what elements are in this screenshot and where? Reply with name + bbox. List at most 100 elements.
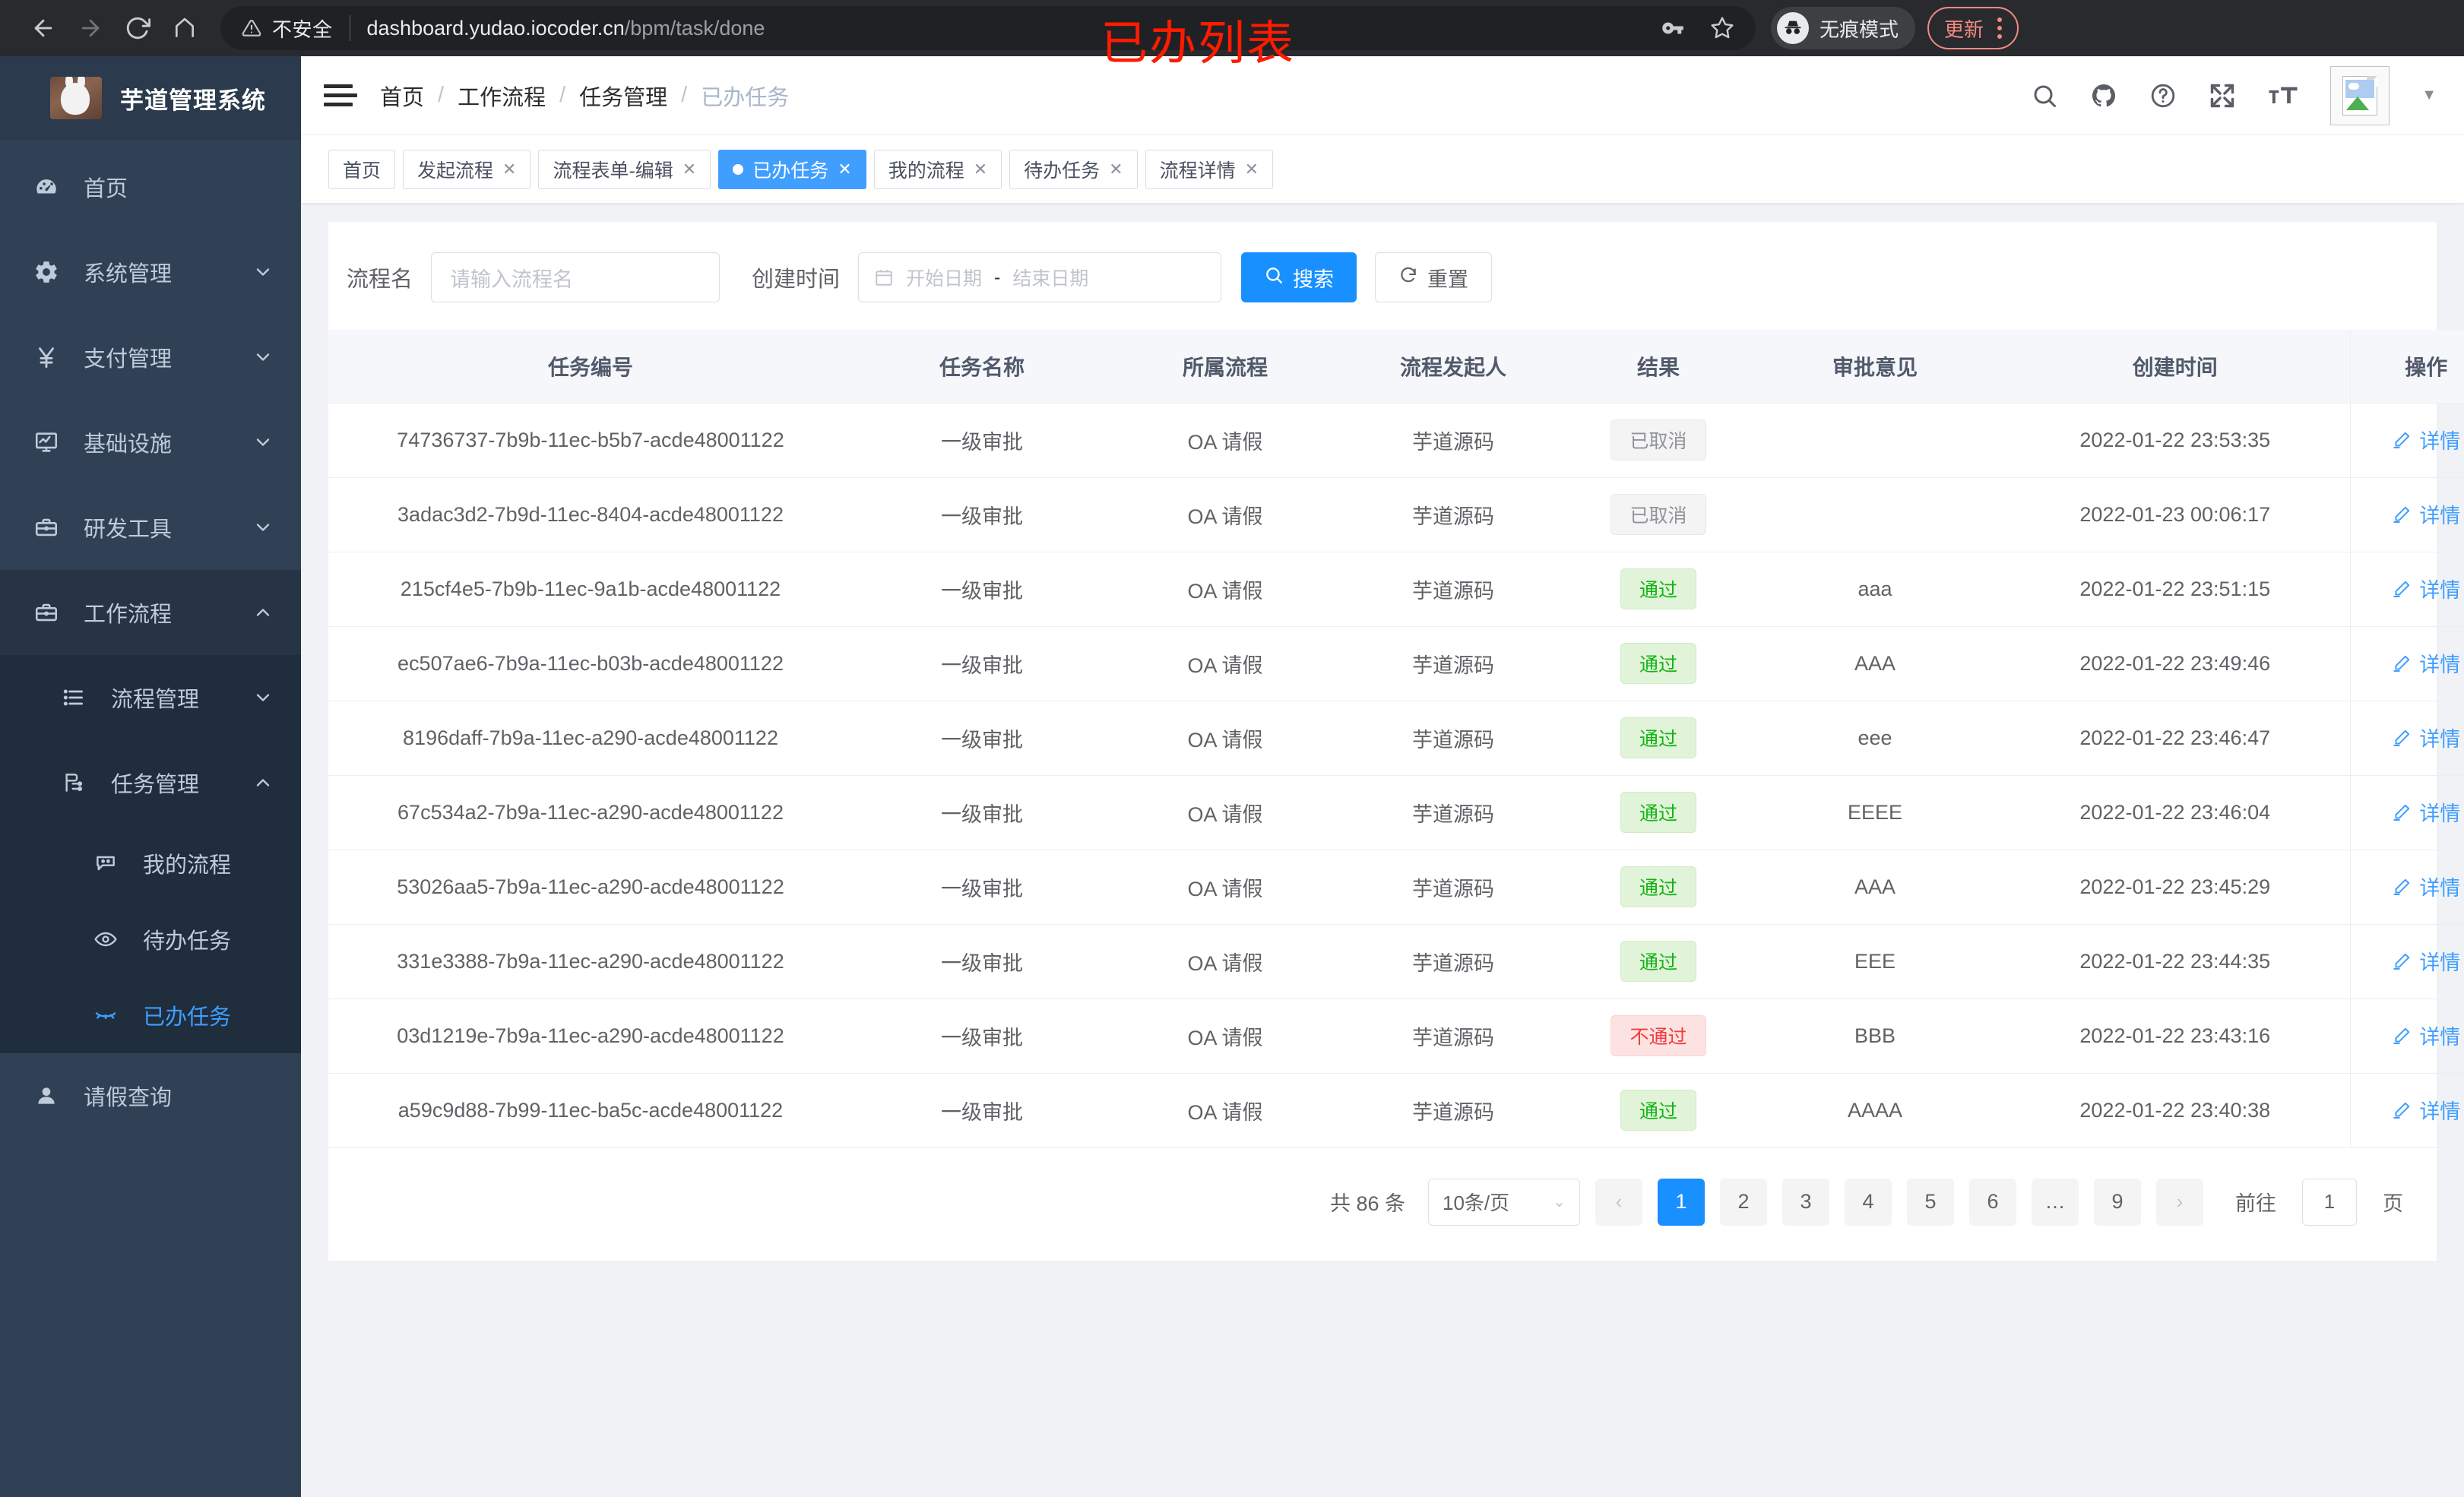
page-ellipsis[interactable]: …: [2032, 1178, 2079, 1226]
breadcrumb-item-workflow[interactable]: 工作流程: [458, 85, 546, 110]
breadcrumb-item-home[interactable]: 首页: [380, 85, 425, 110]
status-badge: 通过: [1620, 866, 1696, 907]
sidebar-item-system[interactable]: 系统管理: [0, 229, 301, 315]
dashboard-icon: [30, 174, 62, 200]
edit-icon: [2392, 579, 2412, 599]
search-icon[interactable]: [2031, 82, 2058, 109]
breadcrumb-separator: /: [559, 83, 566, 107]
eye-closed-icon: [90, 1003, 122, 1027]
prev-page-button[interactable]: ‹: [1595, 1178, 1642, 1226]
cell-create-time: 2022-01-22 23:46:04: [2000, 775, 2350, 850]
brand-header[interactable]: 芋道管理系统: [0, 56, 301, 140]
omnibox[interactable]: 不安全 dashboard.yudao.iocoder.cn/bpm/task/…: [220, 6, 1756, 50]
help-icon[interactable]: [2149, 82, 2177, 109]
home-button[interactable]: [161, 5, 208, 52]
github-icon[interactable]: [2090, 82, 2117, 109]
close-icon[interactable]: ✕: [1244, 159, 1259, 179]
chevron-down-icon: [252, 432, 274, 453]
page-button-1[interactable]: 1: [1658, 1178, 1705, 1226]
detail-link[interactable]: 详情: [2392, 946, 2460, 976]
detail-link[interactable]: 详情: [2392, 574, 2460, 603]
page-button-3[interactable]: 3: [1782, 1178, 1829, 1226]
back-button[interactable]: [20, 5, 67, 52]
tab-process-detail[interactable]: 流程详情 ✕: [1145, 149, 1274, 189]
incognito-indicator[interactable]: 无痕模式: [1771, 7, 1916, 49]
sidebar-item-workflow[interactable]: 工作流程: [0, 570, 301, 655]
sidebar-item-infrastructure[interactable]: 基础设施: [0, 400, 301, 485]
process-name-input[interactable]: 请输入流程名: [431, 252, 721, 302]
sidebar-submenu-task: 我的流程 待办任务 已办任务: [0, 825, 301, 1053]
cell-opinion: [1750, 403, 2000, 478]
detail-link[interactable]: 详情: [2392, 797, 2460, 827]
sidebar-item-process-management[interactable]: 流程管理: [0, 655, 301, 740]
page-size-select[interactable]: 10条/页 ⌄: [1428, 1178, 1580, 1226]
page-button-4[interactable]: 4: [1845, 1178, 1892, 1226]
sidebar-item-todo-task[interactable]: 待办任务: [0, 901, 301, 977]
table-row: ec507ae6-7b9a-11ec-b03b-acde48001122 一级审批…: [328, 626, 2464, 701]
password-key-icon[interactable]: [1661, 17, 1684, 40]
column-operation: 操作: [2349, 330, 2464, 404]
close-icon[interactable]: ✕: [1109, 159, 1123, 179]
next-page-button[interactable]: ›: [2156, 1178, 2203, 1226]
page-button-2[interactable]: 2: [1720, 1178, 1767, 1226]
cell-task-id: ec507ae6-7b9a-11ec-b03b-acde48001122: [328, 626, 853, 701]
reset-button[interactable]: 重置: [1375, 252, 1493, 302]
reload-button[interactable]: [114, 5, 161, 52]
cell-process: OA 请假: [1111, 552, 1339, 627]
detail-link-label: 详情: [2419, 579, 2461, 603]
page-button-9[interactable]: 9: [2094, 1178, 2141, 1226]
done-task-table: 任务编号 任务名称 所属流程 流程发起人 结果 审批意见 创建时间 操作 747…: [328, 330, 2464, 1148]
page-button-6[interactable]: 6: [1969, 1178, 2016, 1226]
avatar[interactable]: [2330, 65, 2390, 125]
cell-task-id: a59c9d88-7b99-11ec-ba5c-acde48001122: [328, 1073, 853, 1148]
breadcrumb-item-task-management[interactable]: 任务管理: [579, 85, 668, 110]
fullscreen-icon[interactable]: [2209, 82, 2236, 109]
detail-link[interactable]: 详情: [2392, 723, 2460, 752]
close-icon[interactable]: ✕: [973, 159, 988, 179]
cell-create-time: 2022-01-22 23:49:46: [2000, 626, 2350, 701]
tab-home[interactable]: 首页: [328, 149, 396, 189]
table-row: 215cf4e5-7b9b-11ec-9a1b-acde48001122 一级审批…: [328, 552, 2464, 627]
sidebar-item-my-process[interactable]: 我的流程: [0, 825, 301, 901]
page-button-5[interactable]: 5: [1907, 1178, 1954, 1226]
cell-operation: 详情: [2349, 552, 2464, 627]
edit-icon: [2392, 951, 2412, 971]
sidebar-item-leave-query[interactable]: 请假查询: [0, 1053, 301, 1138]
sidebar-item-done-task[interactable]: 已办任务: [0, 977, 301, 1053]
sidebar-item-devtools[interactable]: 研发工具: [0, 485, 301, 570]
update-button[interactable]: 更新: [1927, 7, 2019, 49]
close-icon[interactable]: ✕: [682, 159, 697, 179]
detail-link-label: 详情: [2419, 951, 2461, 975]
tab-process-form-edit[interactable]: 流程表单-编辑 ✕: [538, 149, 711, 189]
detail-link[interactable]: 详情: [2392, 425, 2460, 454]
detail-link[interactable]: 详情: [2392, 499, 2460, 529]
range-separator: -: [994, 266, 1001, 288]
detail-link[interactable]: 详情: [2392, 1021, 2460, 1050]
search-button[interactable]: 搜索: [1241, 252, 1357, 302]
tab-todo-task[interactable]: 待办任务 ✕: [1009, 149, 1138, 189]
font-size-icon[interactable]: [2268, 82, 2298, 109]
close-icon[interactable]: ✕: [502, 159, 517, 179]
sidebar-item-payment[interactable]: 支付管理: [0, 315, 301, 400]
jump-page-input[interactable]: 1: [2302, 1178, 2357, 1226]
detail-link[interactable]: 详情: [2392, 648, 2460, 678]
cell-result: 通过: [1567, 701, 1750, 776]
chrome-menu-icon[interactable]: [1991, 17, 2008, 39]
sidebar-item-task-management[interactable]: 任务管理: [0, 740, 301, 825]
bookmark-star-icon[interactable]: [1710, 16, 1734, 40]
sidebar-toggle-icon[interactable]: [324, 84, 357, 106]
cell-process: OA 请假: [1111, 999, 1339, 1074]
close-icon[interactable]: ✕: [838, 159, 852, 179]
create-time-daterange[interactable]: 开始日期 - 结束日期: [858, 252, 1222, 302]
tab-done-task[interactable]: 已办任务 ✕: [718, 149, 866, 189]
forward-button[interactable]: [67, 5, 114, 52]
cell-opinion: eee: [1750, 701, 2000, 776]
tab-my-process[interactable]: 我的流程 ✕: [873, 149, 1002, 189]
chevron-down-icon[interactable]: ▼: [2421, 87, 2437, 103]
detail-link[interactable]: 详情: [2392, 1095, 2460, 1125]
top-navbar: 首页 / 工作流程 / 任务管理 / 已办任务: [301, 56, 2464, 135]
sidebar-item-home[interactable]: 首页: [0, 144, 301, 229]
tab-start-process[interactable]: 发起流程 ✕: [403, 149, 531, 189]
tab-label: 待办任务: [1024, 160, 1101, 182]
detail-link[interactable]: 详情: [2392, 872, 2460, 901]
